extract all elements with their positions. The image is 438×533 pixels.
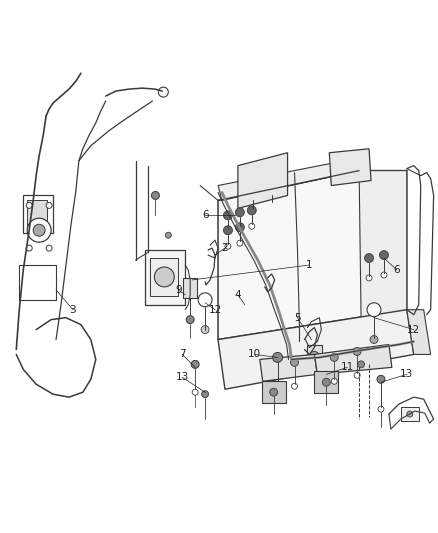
Circle shape	[292, 383, 297, 389]
Circle shape	[26, 203, 32, 208]
Circle shape	[407, 411, 413, 417]
Circle shape	[235, 223, 244, 232]
Bar	[150, 258, 178, 296]
Circle shape	[270, 388, 278, 396]
Circle shape	[331, 378, 337, 384]
Circle shape	[379, 251, 389, 260]
Circle shape	[159, 87, 168, 97]
Bar	[145, 250, 185, 305]
Text: 7: 7	[179, 350, 186, 359]
Polygon shape	[329, 149, 371, 185]
Circle shape	[152, 191, 159, 199]
Circle shape	[165, 232, 171, 238]
Circle shape	[225, 243, 231, 249]
Circle shape	[330, 353, 338, 361]
Bar	[401, 407, 419, 421]
Text: 2: 2	[222, 243, 228, 253]
Text: 11: 11	[341, 362, 354, 373]
Circle shape	[353, 348, 361, 356]
Circle shape	[198, 293, 212, 307]
Circle shape	[290, 358, 298, 366]
Circle shape	[366, 275, 372, 281]
Polygon shape	[359, 171, 407, 320]
Circle shape	[273, 352, 283, 362]
Text: 4: 4	[235, 290, 241, 300]
Circle shape	[191, 360, 199, 368]
Circle shape	[235, 208, 244, 217]
Polygon shape	[218, 310, 414, 389]
Text: 5: 5	[294, 313, 301, 322]
Bar	[314, 372, 338, 393]
Polygon shape	[218, 159, 359, 200]
Bar	[262, 381, 286, 403]
Circle shape	[247, 206, 256, 215]
Circle shape	[381, 272, 387, 278]
Polygon shape	[407, 310, 431, 354]
Text: 13: 13	[176, 372, 189, 382]
Text: 12: 12	[208, 305, 222, 314]
Polygon shape	[238, 153, 288, 208]
Polygon shape	[314, 344, 392, 374]
Circle shape	[223, 211, 233, 220]
Circle shape	[192, 389, 198, 395]
Circle shape	[364, 254, 374, 263]
Circle shape	[377, 375, 385, 383]
Text: 6: 6	[394, 265, 400, 275]
Circle shape	[378, 406, 384, 412]
Circle shape	[237, 225, 243, 231]
Circle shape	[225, 228, 231, 234]
Text: 12: 12	[407, 325, 420, 335]
Circle shape	[46, 245, 52, 251]
Bar	[27, 200, 47, 228]
Circle shape	[201, 391, 208, 398]
Circle shape	[357, 361, 364, 368]
Circle shape	[223, 226, 233, 235]
Circle shape	[33, 224, 45, 236]
Circle shape	[249, 223, 255, 229]
Circle shape	[201, 326, 209, 334]
Circle shape	[370, 336, 378, 343]
Polygon shape	[218, 171, 407, 340]
Circle shape	[27, 219, 51, 242]
Circle shape	[46, 203, 52, 208]
Circle shape	[155, 267, 174, 287]
Polygon shape	[260, 354, 318, 381]
Text: 1: 1	[306, 260, 313, 270]
Bar	[23, 196, 53, 233]
Text: 13: 13	[400, 369, 413, 379]
Circle shape	[354, 373, 360, 378]
Text: 3: 3	[70, 305, 76, 314]
Circle shape	[322, 378, 330, 386]
Circle shape	[309, 351, 319, 361]
Circle shape	[367, 303, 381, 317]
Circle shape	[26, 245, 32, 251]
Text: 9: 9	[175, 285, 182, 295]
Bar	[307, 344, 322, 366]
Text: 10: 10	[248, 350, 261, 359]
Bar	[183, 278, 197, 298]
Circle shape	[237, 240, 243, 246]
Circle shape	[186, 316, 194, 324]
Text: 6: 6	[202, 211, 208, 220]
